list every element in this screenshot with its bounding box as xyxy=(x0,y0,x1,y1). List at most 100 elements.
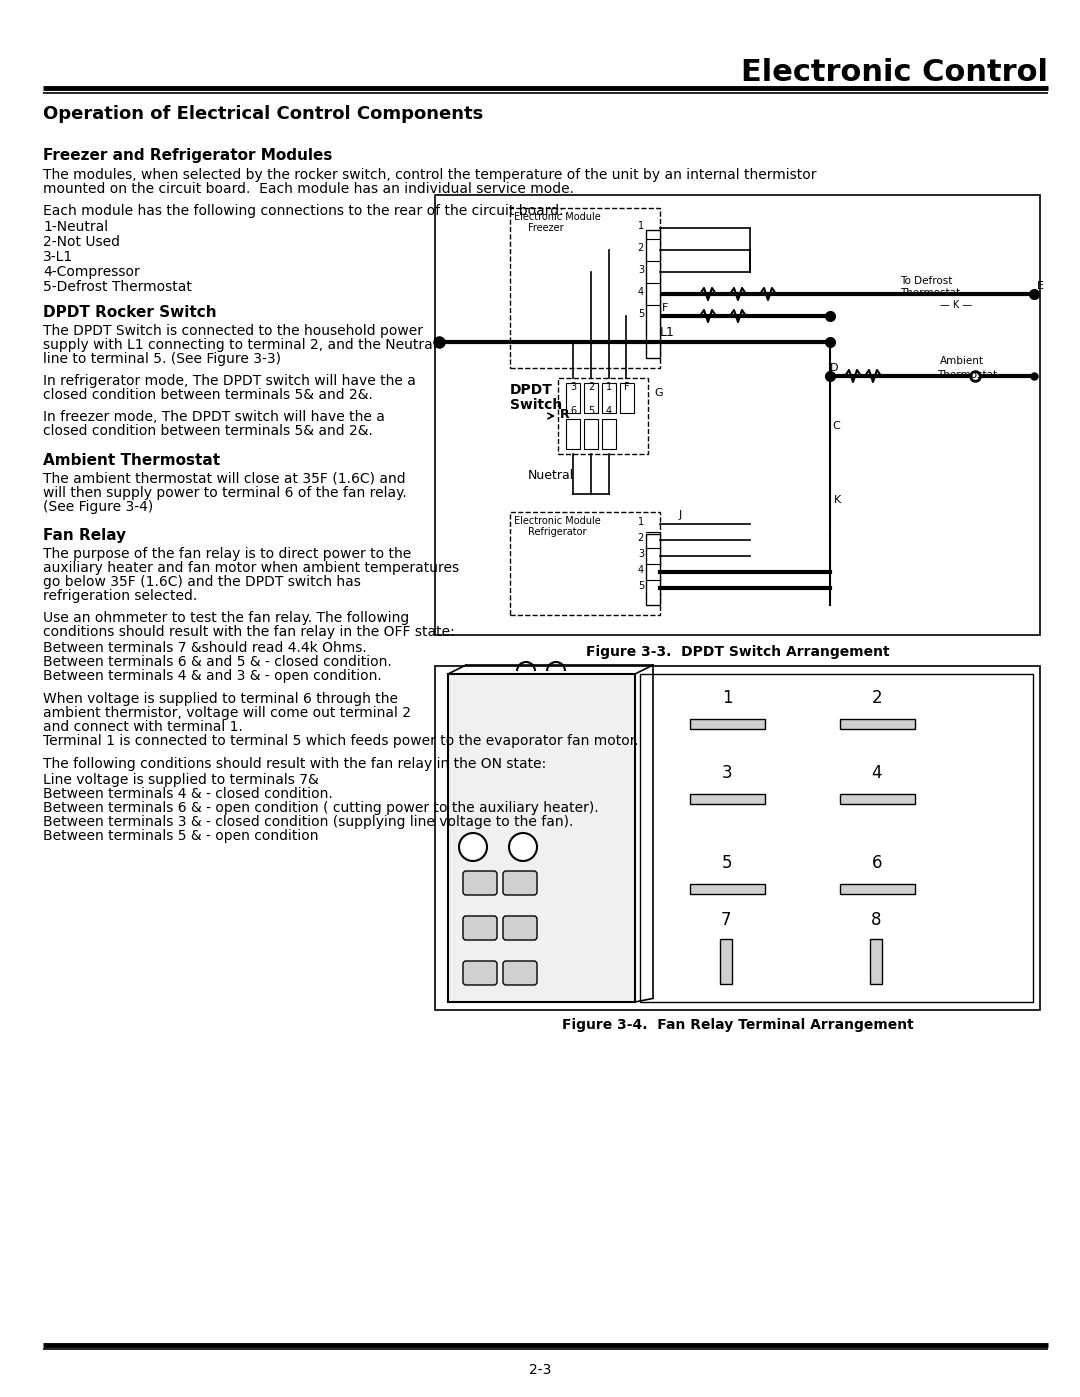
Text: will then supply power to terminal 6 of the fan relay.: will then supply power to terminal 6 of … xyxy=(43,486,407,500)
Text: Nuetral: Nuetral xyxy=(528,469,575,482)
Text: 5-Defrost Thermostat: 5-Defrost Thermostat xyxy=(43,279,192,293)
Text: Between terminals 5 & - open condition: Between terminals 5 & - open condition xyxy=(43,828,319,842)
Text: E: E xyxy=(1037,281,1044,291)
Text: In refrigerator mode, The DPDT switch will have the a: In refrigerator mode, The DPDT switch wi… xyxy=(43,374,416,388)
Text: 3: 3 xyxy=(721,764,732,782)
Bar xyxy=(640,673,1032,1002)
Bar xyxy=(602,419,616,448)
Text: The purpose of the fan relay is to direct power to the: The purpose of the fan relay is to direc… xyxy=(43,548,411,562)
Text: 2: 2 xyxy=(588,381,594,393)
Bar xyxy=(510,511,660,615)
Text: supply with L1 connecting to terminal 2, and the Neutral: supply with L1 connecting to terminal 2,… xyxy=(43,338,436,352)
Text: 2: 2 xyxy=(872,689,882,707)
Text: 2-Not Used: 2-Not Used xyxy=(43,235,120,249)
Text: Electronic Control: Electronic Control xyxy=(741,59,1048,87)
Text: closed condition between terminals 5& and 2&.: closed condition between terminals 5& an… xyxy=(43,425,373,439)
Text: go below 35F (1.6C) and the DPDT switch has: go below 35F (1.6C) and the DPDT switch … xyxy=(43,576,361,590)
Text: 6: 6 xyxy=(570,407,576,416)
Text: Ambient: Ambient xyxy=(940,356,984,366)
Text: refrigeration selected.: refrigeration selected. xyxy=(43,590,198,604)
Text: Between terminals 6 & - open condition ( cutting power to the auxiliary heater).: Between terminals 6 & - open condition (… xyxy=(43,800,598,814)
Bar xyxy=(435,196,1040,636)
FancyBboxPatch shape xyxy=(463,961,497,985)
Text: R: R xyxy=(561,408,569,420)
Text: 1: 1 xyxy=(638,517,644,527)
Text: G: G xyxy=(654,388,663,398)
Text: mounted on the circuit board.  Each module has an individual service mode.: mounted on the circuit board. Each modul… xyxy=(43,182,573,196)
Text: 5: 5 xyxy=(721,854,732,872)
Text: Thermostat: Thermostat xyxy=(900,288,960,298)
Text: F: F xyxy=(662,303,669,313)
Text: 5: 5 xyxy=(638,581,644,591)
Text: 4: 4 xyxy=(638,564,644,576)
Bar xyxy=(690,719,765,729)
Text: DPDT Rocker Switch: DPDT Rocker Switch xyxy=(43,305,217,320)
Text: 2: 2 xyxy=(638,534,644,543)
Bar xyxy=(566,383,580,414)
Bar xyxy=(690,793,765,805)
Text: ambient thermistor, voltage will come out terminal 2: ambient thermistor, voltage will come ou… xyxy=(43,705,411,719)
Bar xyxy=(620,383,634,414)
Text: F: F xyxy=(624,381,630,393)
Text: 3-L1: 3-L1 xyxy=(43,250,73,264)
Text: Fan Relay: Fan Relay xyxy=(43,528,126,543)
Text: Line voltage is supplied to terminals 7&: Line voltage is supplied to terminals 7& xyxy=(43,773,319,787)
Text: L1: L1 xyxy=(660,326,675,339)
Text: Thermostat: Thermostat xyxy=(937,370,997,380)
Text: The following conditions should result with the fan relay in the ON state:: The following conditions should result w… xyxy=(43,757,546,771)
Text: and connect with terminal 1.: and connect with terminal 1. xyxy=(43,719,243,733)
Circle shape xyxy=(509,833,537,861)
Bar xyxy=(566,419,580,448)
Bar xyxy=(584,419,598,448)
Text: 1: 1 xyxy=(606,381,612,393)
Text: The modules, when selected by the rocker switch, control the temperature of the : The modules, when selected by the rocker… xyxy=(43,168,816,182)
Text: 1: 1 xyxy=(638,221,644,231)
Text: 2: 2 xyxy=(638,243,644,253)
Text: Freezer: Freezer xyxy=(528,224,564,233)
Bar xyxy=(646,231,660,358)
Text: When voltage is supplied to terminal 6 through the: When voltage is supplied to terminal 6 t… xyxy=(43,692,399,705)
Text: Between terminals 6 & and 5 & - closed condition.: Between terminals 6 & and 5 & - closed c… xyxy=(43,655,392,669)
Text: In freezer mode, The DPDT switch will have the a: In freezer mode, The DPDT switch will ha… xyxy=(43,409,384,425)
Text: 1-Neutral: 1-Neutral xyxy=(43,219,108,235)
Text: Between terminals 4 & - closed condition.: Between terminals 4 & - closed condition… xyxy=(43,787,333,800)
Bar xyxy=(870,939,882,983)
Text: (See Figure 3-4): (See Figure 3-4) xyxy=(43,500,153,514)
Text: Operation of Electrical Control Components: Operation of Electrical Control Componen… xyxy=(43,105,483,123)
Bar xyxy=(840,793,915,805)
Bar xyxy=(840,719,915,729)
FancyBboxPatch shape xyxy=(463,870,497,895)
Bar xyxy=(720,939,732,983)
Text: To Defrost: To Defrost xyxy=(900,277,953,286)
Text: Freezer and Refrigerator Modules: Freezer and Refrigerator Modules xyxy=(43,148,333,163)
FancyBboxPatch shape xyxy=(463,916,497,940)
Text: D: D xyxy=(831,363,838,373)
Text: 1: 1 xyxy=(721,689,732,707)
Text: 7: 7 xyxy=(720,911,731,929)
Text: Between terminals 7 &should read 4.4k Ohms.: Between terminals 7 &should read 4.4k Oh… xyxy=(43,641,367,655)
Bar xyxy=(840,884,915,894)
Bar xyxy=(435,666,1040,1010)
FancyBboxPatch shape xyxy=(503,870,537,895)
Text: 4-Compressor: 4-Compressor xyxy=(43,265,139,279)
Text: 3: 3 xyxy=(638,549,644,559)
Text: 6: 6 xyxy=(872,854,882,872)
Bar xyxy=(690,884,765,894)
Text: 5: 5 xyxy=(588,407,594,416)
Text: auxiliary heater and fan motor when ambient temperatures: auxiliary heater and fan motor when ambi… xyxy=(43,562,459,576)
Text: C: C xyxy=(832,420,840,432)
FancyBboxPatch shape xyxy=(503,916,537,940)
Text: — K —: — K — xyxy=(940,300,972,310)
Circle shape xyxy=(459,833,487,861)
Text: conditions should result with the fan relay in the OFF state:: conditions should result with the fan re… xyxy=(43,624,455,638)
Text: J: J xyxy=(678,510,681,520)
Text: 2-3: 2-3 xyxy=(529,1363,551,1377)
Text: Ambient Thermostat: Ambient Thermostat xyxy=(43,453,220,468)
Text: Terminal 1 is connected to terminal 5 which feeds power to the evaporator fan mo: Terminal 1 is connected to terminal 5 wh… xyxy=(43,733,638,747)
Text: 4: 4 xyxy=(638,286,644,298)
Text: Between terminals 4 & and 3 & - open condition.: Between terminals 4 & and 3 & - open con… xyxy=(43,669,381,683)
Bar xyxy=(602,383,616,414)
Text: The DPDT Switch is connected to the household power: The DPDT Switch is connected to the hous… xyxy=(43,324,423,338)
Text: 5: 5 xyxy=(638,309,644,319)
Text: 4: 4 xyxy=(606,407,612,416)
